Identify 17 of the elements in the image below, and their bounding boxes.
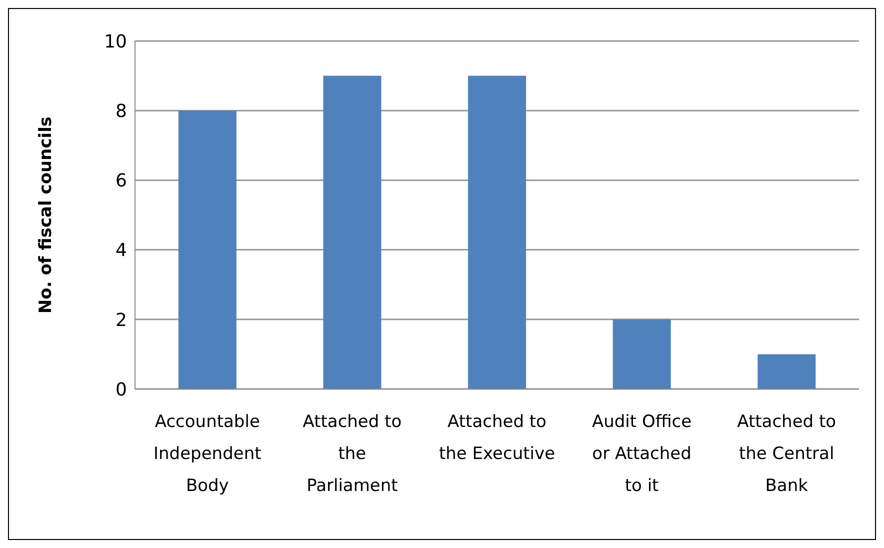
bar: [468, 76, 526, 389]
x-tick-label: Attached to the Executive: [438, 412, 556, 464]
y-tick-label: 2: [116, 310, 127, 331]
y-tick-label: 8: [116, 100, 127, 122]
bar: [178, 110, 236, 389]
y-tick-label: 6: [116, 170, 127, 192]
x-tick-label: Accountable Independent Body: [154, 412, 262, 496]
bar: [323, 76, 382, 389]
y-tick-label: 4: [116, 240, 127, 262]
bar: [758, 354, 816, 389]
x-tick-label: Attached to the Central Bank: [737, 412, 836, 496]
bar: [612, 319, 671, 389]
x-tick-label: Audit Office or Attached to it: [592, 412, 692, 496]
x-tick-label: Attached to the Parliament: [302, 412, 402, 496]
y-tick-label: 0: [116, 379, 127, 400]
y-tick-label: 10: [104, 31, 127, 52]
y-axis-title: No. of fiscal councils: [36, 116, 56, 314]
